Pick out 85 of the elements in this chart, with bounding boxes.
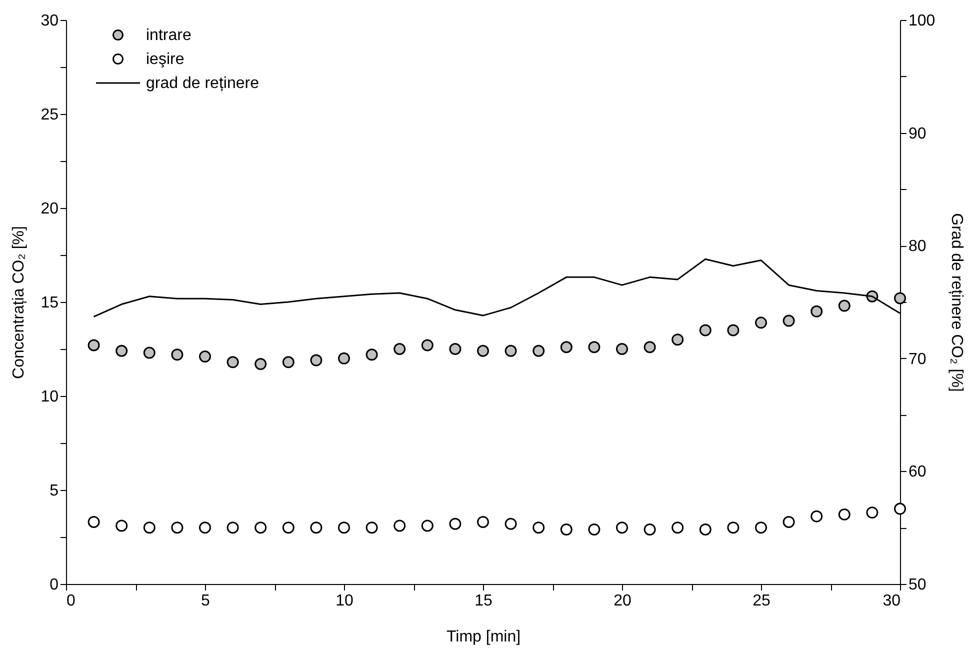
- point: [672, 522, 684, 534]
- point: [588, 341, 600, 354]
- point: [366, 522, 378, 534]
- y-tick-label: 0: [50, 576, 59, 594]
- x-tick-label: 30: [882, 592, 901, 610]
- point: [532, 522, 545, 534]
- point: [254, 358, 267, 370]
- point: [421, 520, 434, 532]
- point: [282, 356, 294, 368]
- point: [226, 356, 239, 368]
- point: [699, 523, 712, 536]
- point: [699, 324, 712, 336]
- point: [644, 341, 656, 354]
- y-tick-label: 15: [40, 294, 59, 312]
- point: [560, 523, 572, 536]
- point: [116, 344, 128, 357]
- point: [672, 334, 684, 346]
- point: [755, 522, 767, 534]
- legend-label: intrare: [146, 27, 192, 44]
- point: [616, 522, 628, 534]
- point: [143, 346, 156, 359]
- point: [199, 350, 211, 363]
- point: [477, 516, 489, 528]
- point: [588, 523, 600, 536]
- point: [449, 518, 462, 530]
- point: [838, 508, 850, 520]
- point: [866, 506, 878, 519]
- point: [449, 343, 462, 355]
- x-tick-label: 25: [752, 592, 770, 610]
- point: [477, 344, 489, 357]
- point: [504, 518, 517, 530]
- y-tick-label: 25: [40, 106, 59, 124]
- y-axis-title: Concentrația CO₂ [%]: [10, 226, 28, 379]
- point: [504, 344, 517, 357]
- x-tick-label: 20: [614, 592, 632, 610]
- point: [727, 324, 740, 336]
- y2-tick-label: 80: [908, 238, 926, 256]
- y2-tick-label: 60: [908, 464, 926, 481]
- point: [338, 352, 350, 364]
- point: [226, 522, 239, 534]
- point: [171, 522, 184, 534]
- y-tick-label: 20: [40, 200, 59, 218]
- point: [282, 522, 294, 534]
- point: [338, 522, 350, 534]
- y-tick-label: 5: [50, 482, 59, 500]
- point: [143, 522, 156, 534]
- point: [782, 314, 795, 327]
- x-axis-title: Timp [min]: [446, 628, 521, 646]
- point: [838, 300, 850, 312]
- y2-tick-label: 50: [908, 576, 926, 594]
- legend-label: grad de reținere: [146, 75, 260, 92]
- x-tick-label: 0: [66, 592, 76, 610]
- point: [171, 348, 184, 361]
- x-tick-label: 10: [336, 592, 354, 610]
- point: [810, 510, 823, 522]
- point: [755, 316, 767, 329]
- point: [782, 516, 795, 528]
- point: [727, 522, 740, 534]
- point: [199, 522, 211, 534]
- point: [310, 522, 322, 534]
- legend-label: ieşire: [146, 51, 184, 68]
- point: [394, 520, 406, 532]
- point: [366, 348, 378, 361]
- point: [88, 516, 100, 528]
- point: [616, 343, 628, 355]
- y2-tick-label: 70: [908, 350, 926, 368]
- point: [421, 339, 434, 352]
- x-tick-label: 5: [201, 592, 210, 610]
- point: [394, 343, 406, 355]
- y2-tick-label: 90: [908, 125, 926, 142]
- y-tick-label: 10: [40, 388, 59, 406]
- y-tick-label: 30: [40, 12, 59, 30]
- point: [310, 354, 322, 366]
- y2-tick-label: 100: [908, 12, 936, 30]
- point: [254, 522, 267, 534]
- point: [88, 339, 100, 352]
- point: [644, 523, 656, 536]
- x-tick-label: 15: [474, 592, 492, 610]
- point: [810, 305, 823, 318]
- y2-axis-title: Grad de reținere CO₂ [%]: [948, 213, 966, 392]
- point: [894, 502, 906, 515]
- point: [532, 344, 545, 357]
- point: [116, 520, 128, 532]
- point: [894, 292, 906, 304]
- point: [560, 341, 572, 354]
